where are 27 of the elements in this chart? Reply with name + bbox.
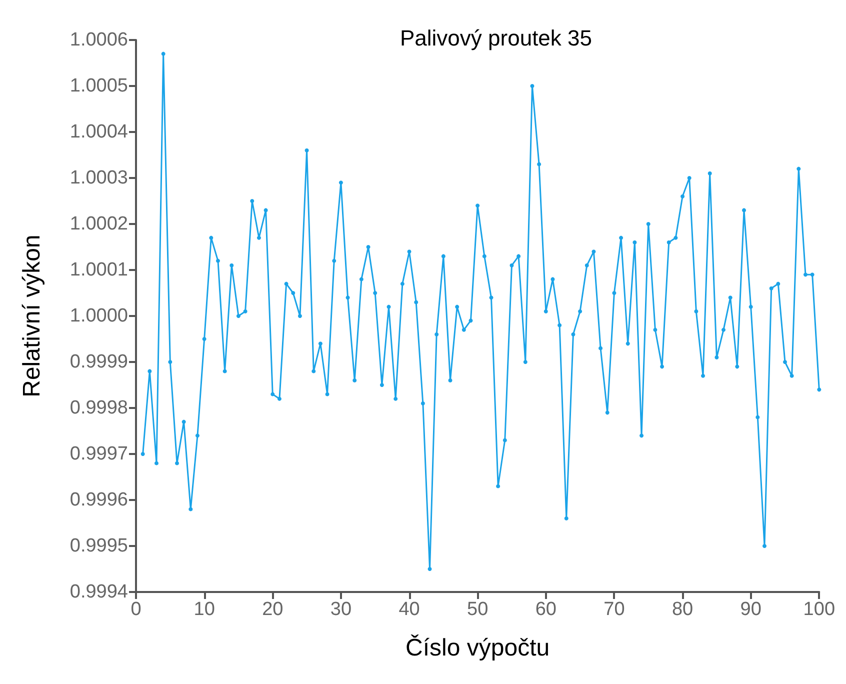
x-tick-label: 80 — [672, 599, 694, 620]
y-tick-label: 0.9998 — [70, 398, 128, 418]
x-tick-label: 20 — [262, 599, 284, 620]
x-tick-label: 0 — [130, 599, 142, 620]
x-tick-label: 50 — [467, 599, 488, 620]
x-tick-label: 70 — [604, 599, 625, 620]
x-tick-label: 90 — [740, 599, 762, 620]
y-tick-label: 1.0005 — [70, 76, 128, 96]
x-tick-label: 40 — [398, 599, 420, 620]
y-axis-title: Relativní výkon — [18, 234, 46, 398]
x-tick-label: 60 — [535, 599, 556, 620]
y-tick-label: 0.9997 — [70, 444, 128, 464]
y-tick-label: 1.0003 — [70, 168, 128, 188]
y-tick-label: 0.9994 — [70, 582, 128, 602]
y-tick-label: 0.9995 — [70, 536, 128, 556]
chart-title: Palivový proutek 35 — [400, 26, 592, 50]
y-tick-label: 0.9996 — [70, 490, 128, 510]
x-tick-label: 10 — [194, 599, 215, 620]
y-tick-label: 1.0002 — [70, 214, 128, 234]
x-tick-label: 30 — [330, 599, 352, 620]
y-tick-label: 1.0004 — [70, 122, 128, 142]
y-tick-label: 1.0001 — [70, 260, 128, 280]
y-tick-label: 0.9999 — [70, 352, 128, 372]
x-axis-title: Číslo výpočtu — [406, 634, 550, 662]
y-tick-label: 1.0006 — [70, 30, 128, 50]
y-tick-label: 1.0000 — [70, 306, 128, 326]
x-tick-label: 100 — [803, 599, 835, 620]
